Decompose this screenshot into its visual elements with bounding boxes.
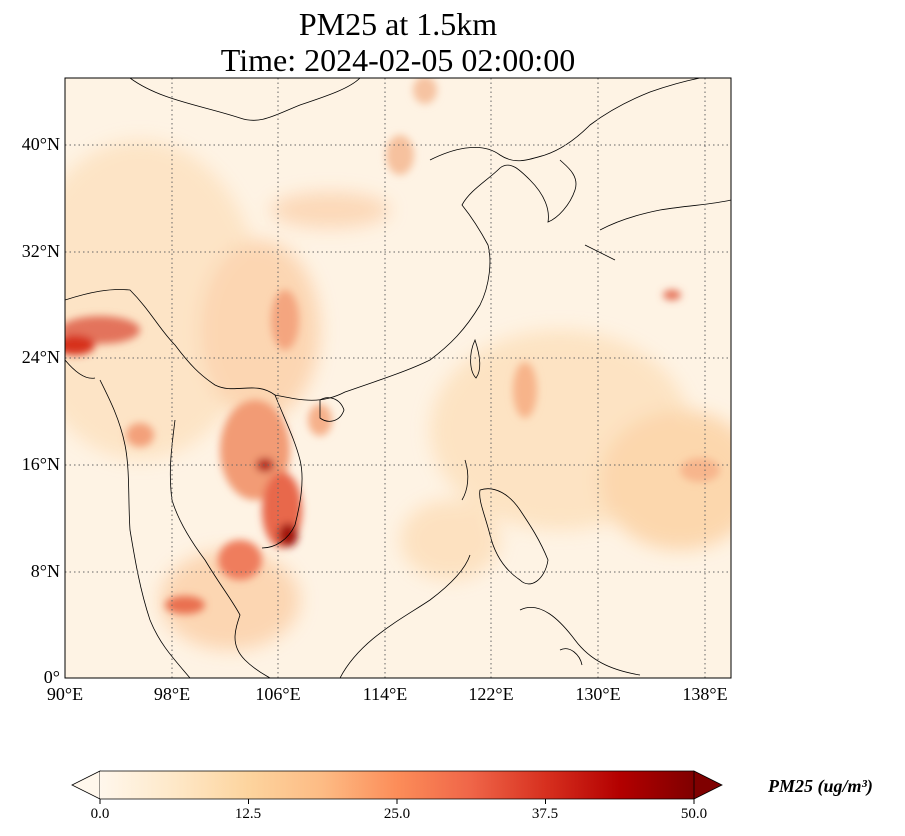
lat-tick-8n: 8°N	[30, 561, 60, 581]
lon-tick-130e: 130°E	[575, 684, 621, 704]
colorbar-min-extend	[71, 770, 101, 800]
colorbar-tick-37-5: 37.5	[531, 806, 559, 822]
lon-tick-122e: 122°E	[468, 684, 514, 704]
lat-tick-0: 0°	[43, 667, 60, 687]
map-title-line1: PM25 at 1.5km	[298, 6, 498, 42]
lat-tick-24n: 24°N	[21, 347, 60, 367]
coastlines	[65, 78, 731, 678]
lon-tick-90e: 90°E	[46, 684, 84, 704]
lon-tick-138e: 138°E	[682, 684, 728, 704]
lat-tick-40n: 40°N	[21, 134, 60, 154]
gridlines	[65, 78, 731, 678]
lat-tick-32n: 32°N	[21, 241, 60, 261]
colorbar-tick-0: 0.0	[90, 806, 110, 822]
pm25-concentration-field	[65, 78, 731, 650]
colorbar-max-extend	[693, 770, 723, 800]
lon-tick-98e: 98°E	[153, 684, 191, 704]
colorbar-label: PM25 (ug/m³)	[768, 776, 873, 796]
colorbar-gradient	[100, 771, 694, 799]
colorbar-tick-25: 25.0	[383, 806, 411, 822]
lon-tick-114e: 114°E	[362, 684, 408, 704]
map-frame	[64, 77, 732, 679]
lon-tick-106e: 106°E	[255, 684, 301, 704]
map-title-line2: Time: 2024-02-05 02:00:00	[220, 42, 576, 78]
pm25-map	[64, 77, 732, 679]
colorbar-tick-12-5: 12.5	[234, 806, 262, 822]
lat-tick-16n: 16°N	[21, 454, 60, 474]
colorbar-tick-50: 50.0	[680, 806, 708, 822]
